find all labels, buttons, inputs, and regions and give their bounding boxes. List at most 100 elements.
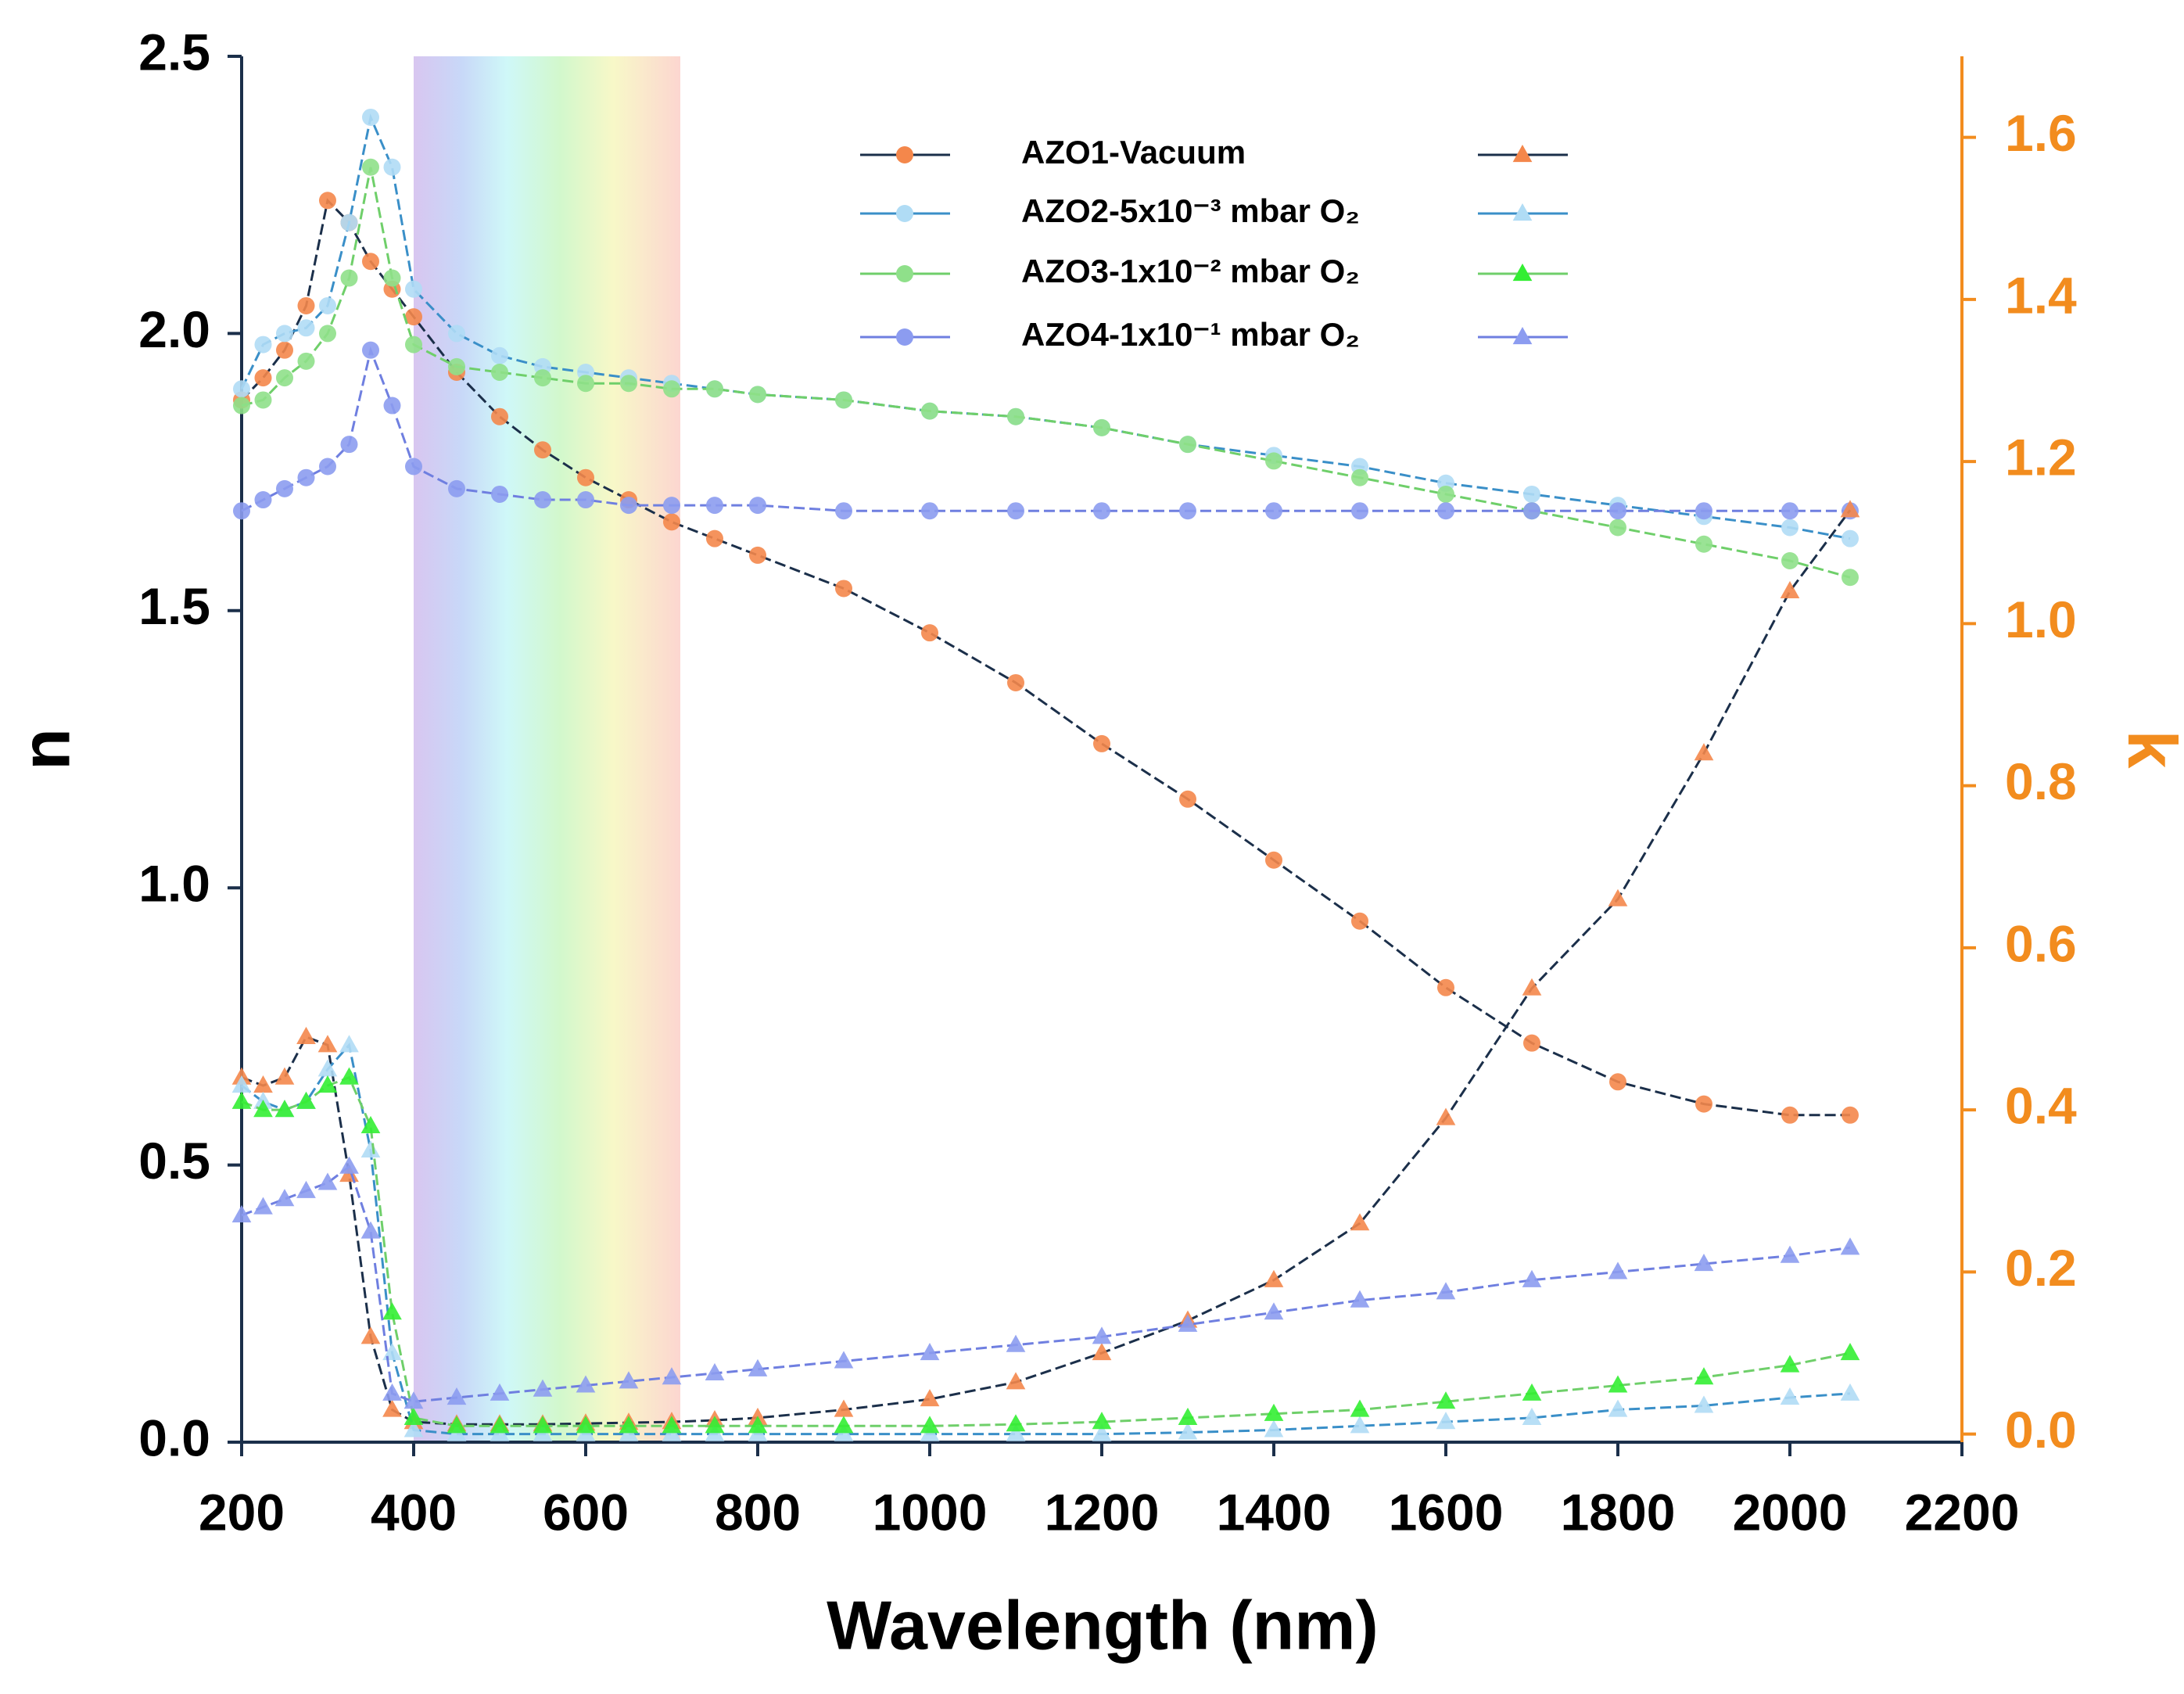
y2-tick-label: 0.0 xyxy=(2005,1401,2077,1459)
n-point xyxy=(383,269,401,287)
n-point xyxy=(1842,529,1859,547)
n-point xyxy=(706,497,723,515)
k-point xyxy=(403,1391,424,1409)
k-point xyxy=(1522,978,1542,996)
k-point xyxy=(1350,1290,1370,1308)
n-point xyxy=(405,458,422,476)
k-point xyxy=(1840,1383,1860,1401)
y-axis-title: n xyxy=(6,728,84,770)
y2-tick-label: 1.6 xyxy=(2005,104,2077,162)
n-point xyxy=(1265,452,1282,470)
n-point xyxy=(1351,468,1368,486)
n-point xyxy=(383,397,401,415)
n-point xyxy=(491,346,508,364)
n-point xyxy=(254,336,272,354)
k-point xyxy=(705,1362,725,1381)
k-point xyxy=(317,1035,338,1053)
k-point xyxy=(403,1407,424,1426)
x-tick-label: 2000 xyxy=(1733,1483,1848,1541)
n-point xyxy=(663,380,680,398)
k-point xyxy=(1006,1334,1026,1352)
series-line xyxy=(241,1042,1851,1436)
n-point xyxy=(1179,790,1196,808)
legend-marker xyxy=(1512,264,1533,282)
x-tick-label: 1600 xyxy=(1389,1483,1504,1541)
n-point xyxy=(577,375,594,393)
n-point xyxy=(1523,502,1540,520)
k-point xyxy=(231,1075,252,1093)
n-point xyxy=(297,468,315,486)
k-point xyxy=(490,1416,510,1434)
k-point xyxy=(1694,1395,1714,1413)
n-point xyxy=(1007,502,1024,520)
n-point xyxy=(276,479,293,497)
legend-marker xyxy=(896,205,913,222)
n-point xyxy=(362,108,379,126)
n-point xyxy=(340,269,358,287)
k-point xyxy=(1522,1383,1542,1401)
n-point xyxy=(1609,502,1626,520)
n-point xyxy=(254,391,272,409)
n-point xyxy=(663,497,680,515)
n-point xyxy=(1842,569,1859,587)
legend-label: AZO1-Vacuum xyxy=(1021,134,1246,170)
y2-tick-label: 0.8 xyxy=(2005,752,2077,810)
k-point xyxy=(1006,1414,1026,1432)
k-point xyxy=(1608,1375,1628,1393)
legend-marker xyxy=(1512,327,1533,345)
n-point xyxy=(1093,418,1110,436)
n-point xyxy=(663,513,680,531)
k-point xyxy=(274,1189,295,1207)
k-point xyxy=(360,1115,381,1133)
n-point xyxy=(340,214,358,231)
x-tick-label: 2200 xyxy=(1905,1483,2020,1541)
legend-marker xyxy=(1512,145,1533,163)
k-point xyxy=(274,1100,295,1118)
n-point xyxy=(835,391,852,409)
legend-label: AZO4-1x10⁻¹ mbar O₂ xyxy=(1021,316,1360,353)
k-point xyxy=(446,1387,467,1405)
k-point xyxy=(1436,1391,1456,1409)
n-point xyxy=(254,491,272,509)
n-point xyxy=(921,502,938,520)
legend-label: AZO3-1x10⁻² mbar O₂ xyxy=(1021,253,1360,289)
series-line xyxy=(240,198,1850,1117)
legend-label: AZO2-5x10⁻³ mbar O₂ xyxy=(1021,192,1360,229)
k-point xyxy=(834,1399,854,1417)
n-point xyxy=(835,502,852,520)
n-point xyxy=(340,436,358,454)
x-tick-label: 1200 xyxy=(1045,1483,1160,1541)
k-point xyxy=(619,1371,639,1389)
n-point xyxy=(921,624,938,642)
n-point xyxy=(276,369,293,387)
k-point xyxy=(231,1091,252,1109)
n-point xyxy=(1781,519,1798,537)
n-point xyxy=(1695,1095,1712,1113)
x-axis-title: Wavelength (nm) xyxy=(827,1586,1379,1663)
series-line xyxy=(241,509,1852,1426)
n-point xyxy=(297,296,315,314)
n-point xyxy=(1523,485,1540,503)
k-point xyxy=(317,1172,338,1190)
n-point xyxy=(319,325,336,343)
k-point xyxy=(403,1419,424,1437)
n-point xyxy=(1093,502,1110,520)
k-point xyxy=(1608,888,1628,906)
k-point xyxy=(296,1180,316,1198)
k-point xyxy=(1608,1399,1628,1417)
n-point xyxy=(1265,502,1282,520)
k-point xyxy=(834,1416,854,1434)
x-tick-label: 200 xyxy=(199,1483,285,1541)
k-point xyxy=(920,1416,940,1434)
k-point xyxy=(339,1035,359,1053)
n-point xyxy=(448,357,465,375)
series-line xyxy=(241,346,1850,512)
k-point xyxy=(1092,1412,1112,1430)
k-point xyxy=(1264,1403,1284,1421)
y2-tick-label: 1.2 xyxy=(2005,429,2077,486)
k-point xyxy=(1006,1423,1026,1441)
k-point xyxy=(382,1343,402,1361)
k-point xyxy=(1694,1254,1714,1272)
k-point xyxy=(274,1067,295,1085)
k-point xyxy=(339,1067,359,1085)
